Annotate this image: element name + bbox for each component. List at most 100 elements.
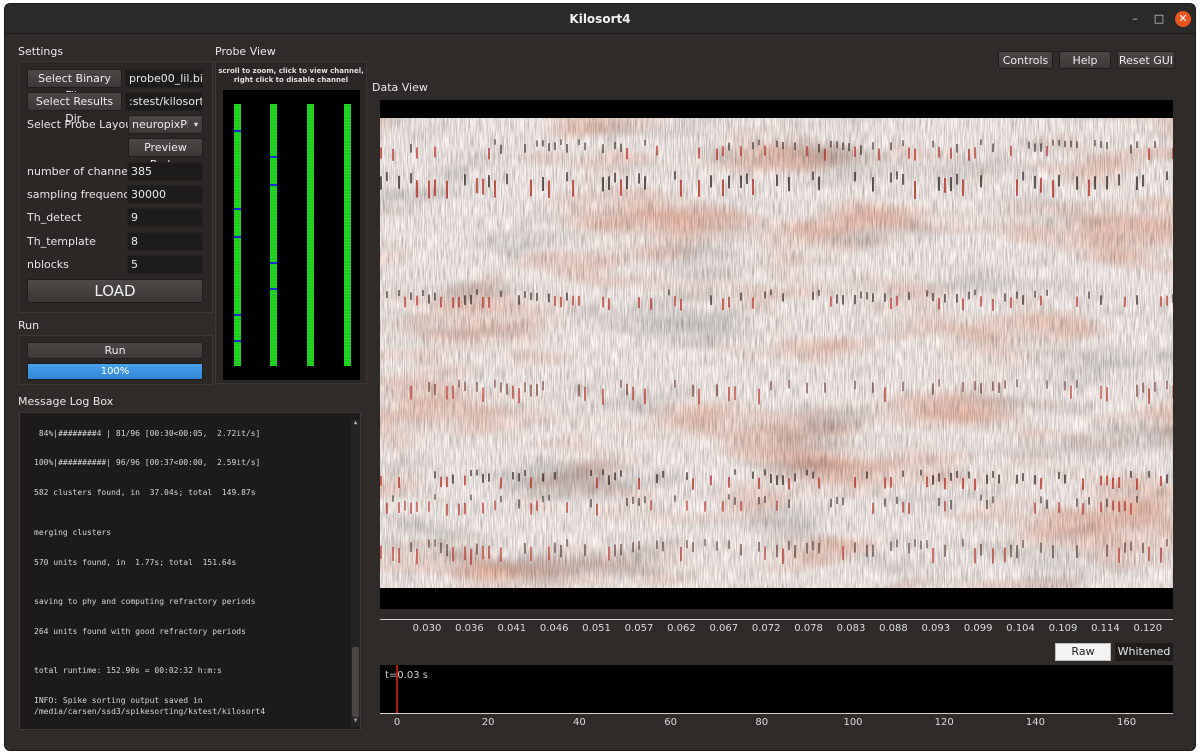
heatmap-spike	[632, 542, 634, 553]
heatmap-spike	[806, 146, 808, 157]
nblocks-field[interactable]: 5	[127, 255, 203, 274]
log-scrollbar[interactable]: ▲ ▼	[351, 419, 360, 727]
heatmap-spike	[872, 142, 874, 150]
controls-button[interactable]: Controls	[998, 51, 1053, 69]
heatmap-spike	[536, 292, 538, 301]
heatmap-spike	[764, 291, 766, 299]
heatmap-spike	[596, 477, 598, 489]
disabled-channel[interactable]	[234, 236, 241, 238]
heatmap-spike	[1130, 144, 1132, 154]
probe-view-canvas[interactable]	[223, 90, 360, 380]
time-cursor[interactable]	[396, 665, 398, 713]
heatmap-spike	[812, 471, 814, 479]
th-template-field[interactable]: 8	[127, 232, 203, 251]
probe-layout-select[interactable]: neuropixPhase ▾	[128, 115, 203, 134]
preview-probe-button[interactable]: Preview Probe	[128, 138, 203, 171]
heatmap-spike	[1112, 477, 1114, 489]
log-line: /media/carsen/ssd3/spikesorting/kstest/k…	[34, 707, 266, 716]
disabled-channel[interactable]	[270, 156, 277, 158]
heatmap-spike	[554, 472, 556, 480]
heatmap-spike	[896, 496, 898, 504]
message-log-box[interactable]: 84%|########4 | 81/96 [00:30<00:05, 2.72…	[19, 412, 361, 730]
disabled-channel[interactable]	[234, 340, 241, 342]
disabled-channel[interactable]	[234, 130, 241, 132]
heatmap-spike	[620, 543, 622, 556]
heatmap-spike	[776, 174, 778, 187]
heatmap-spike	[548, 546, 550, 561]
maximize-icon[interactable]: □	[1153, 12, 1165, 25]
data-view-heatmap[interactable]	[380, 100, 1174, 609]
probe-layout-label: Select Probe Layout	[27, 118, 137, 131]
time-slider-panel[interactable]: t=0.03 s	[380, 665, 1173, 713]
minimize-icon[interactable]: –	[1132, 12, 1138, 25]
results-dir-field[interactable]: :stest/kilosort4	[125, 92, 203, 111]
th-detect-field[interactable]: 9	[127, 208, 203, 227]
heatmap-spike	[428, 539, 430, 548]
heatmap-spike	[950, 472, 952, 481]
heatmap-spike	[1016, 545, 1018, 559]
reset-gui-button[interactable]: Reset GUI	[1117, 51, 1175, 69]
channels-field[interactable]: 385	[127, 162, 203, 181]
heatmap-spike	[776, 140, 778, 148]
heatmap-spike	[512, 385, 514, 399]
disabled-channel[interactable]	[270, 288, 277, 290]
help-button[interactable]: Help	[1059, 51, 1111, 69]
heatmap-spike	[620, 179, 622, 196]
heatmap-spike	[626, 498, 628, 507]
whitened-toggle[interactable]: Whitened	[1115, 643, 1173, 661]
heatmap-spike	[1106, 141, 1108, 150]
heatmap-spike	[992, 548, 994, 564]
sampling-frequency-field[interactable]: 30000	[127, 185, 203, 204]
heatmap-spike	[614, 172, 616, 183]
heatmap-spike	[1136, 384, 1138, 397]
binary-file-field[interactable]: probe00_lil.bin	[125, 69, 203, 88]
run-button[interactable]: Run	[27, 342, 203, 359]
heatmap-spike	[548, 180, 550, 198]
probe-svg[interactable]	[223, 90, 360, 380]
heatmap-spike	[674, 379, 676, 388]
log-scroll-thumb[interactable]	[352, 647, 359, 717]
heatmap-spike	[758, 541, 760, 552]
heatmap-spike	[482, 387, 484, 403]
heatmap-spike	[494, 500, 496, 511]
heatmap-spike	[380, 545, 382, 559]
heatmap-spike	[470, 470, 472, 477]
x-tick-label: 0.041	[497, 623, 527, 634]
heatmap-spike	[854, 294, 856, 305]
heatmap-grain-layer	[380, 118, 1173, 588]
heatmap-spike	[530, 179, 532, 197]
log-line: 582 clusters found, in 37.04s; total 149…	[34, 488, 256, 497]
heatmap-spike	[1100, 295, 1102, 305]
load-button[interactable]: LOAD	[27, 279, 203, 303]
disabled-channel[interactable]	[270, 184, 277, 186]
select-results-dir-button[interactable]: Select Results Dir.	[27, 92, 122, 125]
heatmap-spike	[788, 541, 790, 550]
heatmap-spike	[1022, 171, 1024, 181]
disabled-channel[interactable]	[234, 208, 241, 210]
heatmap-spike	[626, 147, 628, 160]
heatmap-spike	[752, 142, 754, 150]
heatmap-spike	[398, 477, 400, 488]
heatmap-spike	[890, 142, 892, 151]
heatmap-spike	[392, 495, 394, 502]
settings-heading: Settings	[18, 45, 64, 58]
heatmap-spike	[536, 140, 538, 147]
heatmap-spike	[770, 289, 772, 296]
heatmap-spike	[428, 381, 430, 392]
kilosort-window: Kilosort4 – □ ✕ Settings Select Binary F…	[4, 3, 1196, 751]
select-binary-file-button[interactable]: Select Binary File	[27, 69, 122, 102]
close-icon[interactable]: ✕	[1175, 11, 1191, 27]
scroll-up-icon[interactable]: ▲	[353, 419, 358, 426]
disabled-channel[interactable]	[270, 262, 277, 264]
heatmap-spike	[578, 295, 580, 306]
heatmap-spike	[956, 143, 958, 153]
disabled-channel[interactable]	[234, 314, 241, 316]
x-tick-label: 0.072	[751, 623, 781, 634]
channel-grid	[234, 105, 351, 365]
heatmap-svg[interactable]	[380, 100, 1174, 609]
scroll-down-icon[interactable]: ▼	[353, 717, 358, 724]
heatmap-spike	[992, 471, 994, 478]
heatmap-spike	[1034, 175, 1036, 189]
heatmap-spike	[1070, 140, 1072, 148]
raw-toggle[interactable]: Raw	[1055, 643, 1111, 661]
